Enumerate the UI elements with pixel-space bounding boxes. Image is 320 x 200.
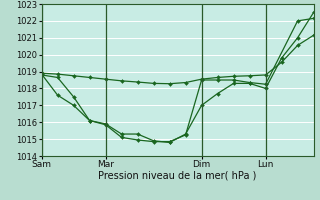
X-axis label: Pression niveau de la mer( hPa ): Pression niveau de la mer( hPa ) bbox=[99, 171, 257, 181]
